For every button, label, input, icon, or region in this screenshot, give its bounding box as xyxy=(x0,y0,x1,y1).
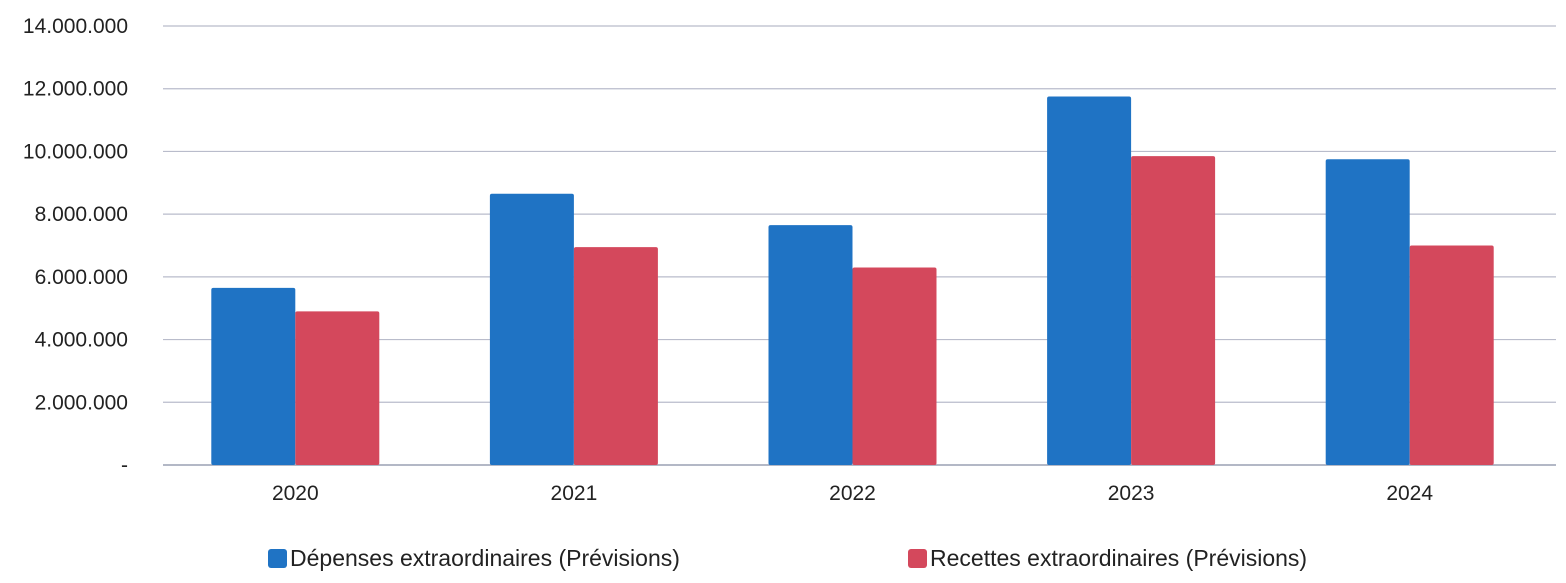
bar-recettes xyxy=(1409,245,1494,465)
legend-label-depenses: Dépenses extraordinaires (Prévisions) xyxy=(290,545,680,571)
bar-recettes xyxy=(573,247,658,465)
bar-recettes xyxy=(1131,156,1216,465)
y-tick-label: 6.000.000 xyxy=(35,266,128,289)
bars xyxy=(211,96,1494,465)
x-tick-label: 2024 xyxy=(1386,482,1433,505)
bar-depenses xyxy=(211,287,296,465)
legend-swatch-depenses xyxy=(268,549,287,568)
y-tick-label: - xyxy=(121,454,128,477)
legend: Dépenses extraordinaires (Prévisions) Re… xyxy=(0,545,1566,577)
y-axis-ticks: - 2.000.000 4.000.000 6.000.000 8.000.000 10.… xyxy=(23,15,128,477)
bar-recettes xyxy=(295,311,380,465)
y-tick-label: 12.000.000 xyxy=(23,78,128,101)
legend-swatch-recettes xyxy=(908,549,927,568)
y-tick-label: 8.000.000 xyxy=(35,203,128,226)
bar-recettes xyxy=(852,267,937,465)
x-tick-label: 2021 xyxy=(551,482,598,505)
legend-label-recettes: Recettes extraordinaires (Prévisions) xyxy=(930,545,1308,571)
bar-depenses xyxy=(768,225,853,465)
y-tick-label: 14.000.000 xyxy=(23,15,128,38)
bar-depenses xyxy=(1047,96,1132,465)
legend-item-depenses: Dépenses extraordinaires (Prévisions) xyxy=(268,545,680,572)
bar-depenses xyxy=(1325,159,1410,465)
y-tick-label: 10.000.000 xyxy=(23,140,128,163)
legend-item-recettes: Recettes extraordinaires (Prévisions) xyxy=(908,545,1307,572)
y-tick-label: 2.000.000 xyxy=(35,391,128,414)
x-tick-label: 2023 xyxy=(1108,482,1155,505)
y-tick-label: 4.000.000 xyxy=(35,329,128,352)
x-tick-label: 2020 xyxy=(272,482,319,505)
x-tick-label: 2022 xyxy=(829,482,876,505)
bar-depenses xyxy=(489,193,574,465)
x-axis-ticks: 2020 2021 2022 2023 2024 xyxy=(272,482,1433,505)
